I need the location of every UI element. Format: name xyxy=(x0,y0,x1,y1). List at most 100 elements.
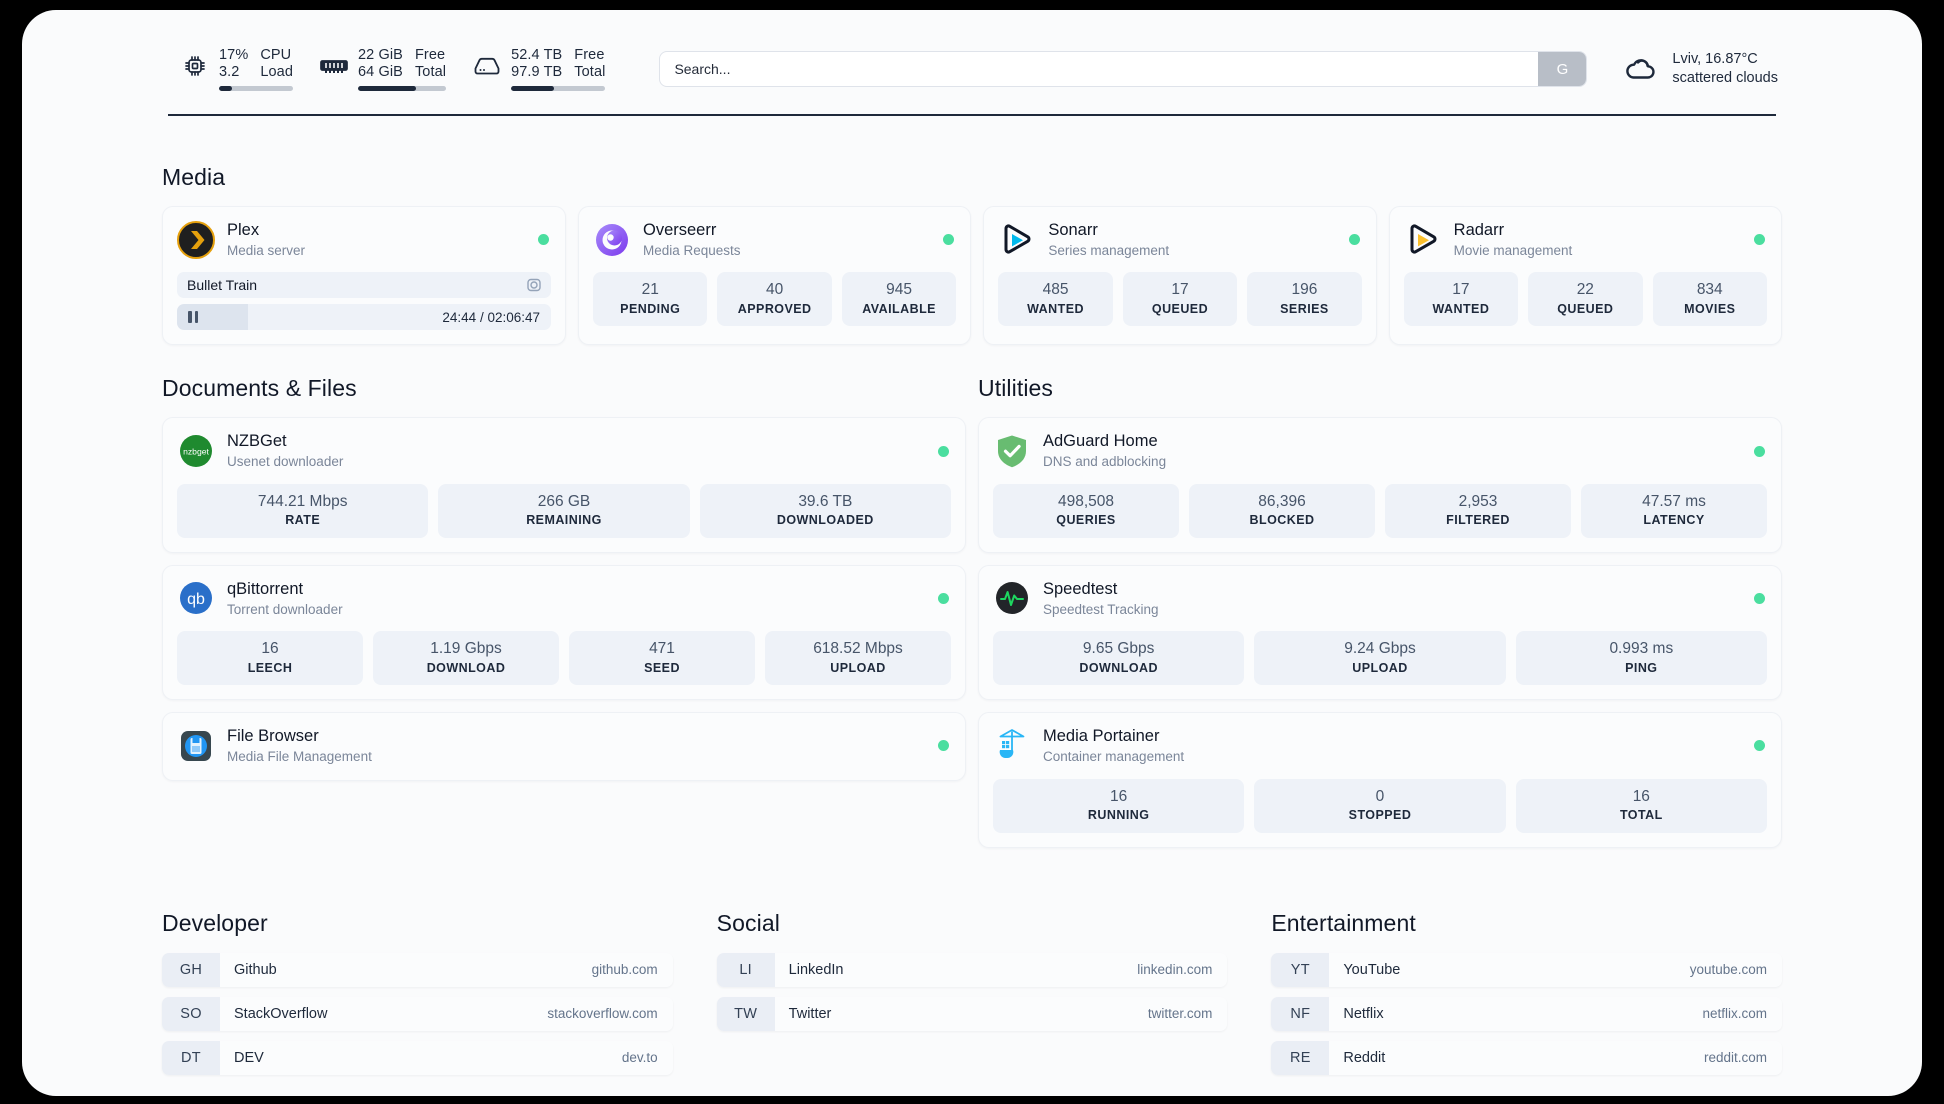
card-header: Overseerr Media Requests xyxy=(593,220,956,259)
card-header: AdGuard Home DNS and adblocking xyxy=(993,431,1767,470)
search-input[interactable] xyxy=(659,51,1588,87)
stat-tile[interactable]: 0 STOPPED xyxy=(1254,778,1506,833)
stat-tile-label: RUNNING xyxy=(1087,807,1150,822)
stat-tile-label: LEECH xyxy=(247,660,293,675)
stat-label-secondary: Total xyxy=(414,64,447,80)
stat-label-secondary: Total xyxy=(574,64,606,80)
stat-tile-label: UPLOAD xyxy=(1352,660,1408,675)
service-card-file-browser[interactable]: File Browser Media File Management xyxy=(162,712,966,781)
stat-tile-value: 16 xyxy=(1632,787,1650,805)
service-card-overseerr[interactable]: Overseerr Media Requests 21 PENDING 40 APPROV… xyxy=(578,206,972,346)
bookmark-list: LI LinkedIn linkedin.com TW Twitter twitter.c… xyxy=(716,952,1228,1031)
service-subtitle: Series management xyxy=(1048,243,1170,259)
status-badge xyxy=(1753,234,1765,246)
stat-tile[interactable]: 40 APPROVED xyxy=(717,272,832,327)
bookmark-item[interactable]: SO StackOverflow stackoverflow.com xyxy=(162,996,673,1031)
service-card-nzbget[interactable]: nzbget NZBGet Usenet downloader 744.21 Mbps… xyxy=(162,417,966,553)
stat-tile[interactable]: 16 LEECH xyxy=(177,631,363,686)
documents-utilities-row: Documents & Files nzbget NZBGet Usenet dow… xyxy=(162,375,1782,848)
stat-tile[interactable]: 266 GB REMAINING xyxy=(438,483,690,538)
bookmark-url: netflix.com xyxy=(1702,1006,1768,1021)
documents-section-title: Documents & Files xyxy=(162,375,357,402)
stat-tile-label: WANTED xyxy=(1027,301,1084,316)
search-submit-button[interactable]: G xyxy=(1538,52,1587,86)
stat-tile[interactable]: 22 QUEUED xyxy=(1528,272,1643,327)
stat-tile-value: 9.65 Gbps xyxy=(1082,640,1155,658)
stat-tile-label: TOTAL xyxy=(1619,807,1663,822)
stat-tile-value: 9.24 Gbps xyxy=(1344,640,1416,658)
stat-tile-label: DOWNLOAD xyxy=(1079,660,1158,675)
media-section-title: Media xyxy=(162,164,226,190)
nzbget-icon: nzbget xyxy=(177,432,215,470)
service-card-adguard-home[interactable]: AdGuard Home DNS and adblocking 498,508 QUE… xyxy=(978,417,1782,553)
stat-tile-value: 17 xyxy=(1171,281,1189,299)
stat-tile-label: SEED xyxy=(644,660,680,675)
pause-icon[interactable] xyxy=(188,311,198,324)
status-badge xyxy=(938,592,949,604)
playback-time: 24:44 / 02:06:47 xyxy=(442,309,540,325)
cast-icon[interactable] xyxy=(526,277,542,298)
stat-tile[interactable]: 47.57 ms LATENCY xyxy=(1581,483,1767,538)
service-card-speedtest[interactable]: Speedtest Speedtest Tracking 9.65 Gbps DOWN… xyxy=(978,564,1782,701)
bookmark-url: reddit.com xyxy=(1703,1050,1768,1065)
stat-label-primary: CPU xyxy=(260,46,292,63)
stat-tile[interactable]: 21 PENDING xyxy=(593,272,708,327)
search-bar[interactable]: G xyxy=(659,51,1588,87)
stat-tile-value: 471 xyxy=(649,640,675,658)
stat-tile[interactable]: 744.21 Mbps RATE xyxy=(177,483,429,538)
stat-tile[interactable]: 196 SERIES xyxy=(1247,272,1362,327)
service-card-media-portainer[interactable]: Media Portainer Container management 16 RUN… xyxy=(978,712,1782,848)
stat-tile[interactable]: 39.6 TB DOWNLOADED xyxy=(699,483,951,538)
bookmark-item[interactable]: GH Github github.com xyxy=(162,952,673,987)
service-card-radarr[interactable]: Radarr Movie management 17 WANTED 22 QUEUED 83… xyxy=(1388,206,1782,346)
weather-condition: scattered clouds xyxy=(1672,70,1778,86)
stat-tile[interactable]: 945 AVAILABLE xyxy=(841,272,957,327)
service-name: File Browser xyxy=(227,727,319,746)
stat-progress-bar xyxy=(358,86,447,92)
stat-tile-value: 16 xyxy=(1110,787,1128,805)
bookmark-abbr: GH xyxy=(179,961,203,978)
stat-tile-value: 618.52 Mbps xyxy=(813,640,903,658)
svg-text:qb: qb xyxy=(187,591,205,608)
media-section: Media Plex Media server xyxy=(162,164,1782,346)
stat-tile[interactable]: 9.65 Gbps DOWNLOAD xyxy=(993,631,1245,686)
weather-location-temp: Lviv, 16.87°C xyxy=(1672,51,1758,68)
stat-tile[interactable]: 618.52 Mbps UPLOAD xyxy=(765,631,951,686)
bookmark-item[interactable]: RE Reddit reddit.com xyxy=(1271,1040,1783,1075)
stat-tile[interactable]: 834 MOVIES xyxy=(1652,272,1767,327)
stat-tile[interactable]: 2,953 FILTERED xyxy=(1385,483,1571,538)
stat-tile[interactable]: 17 WANTED xyxy=(1403,272,1519,327)
stat-tile-value: 21 xyxy=(641,281,659,299)
service-card-plex[interactable]: Plex Media server Bullet Train xyxy=(162,206,566,346)
stat-tile[interactable]: 16 TOTAL xyxy=(1515,778,1767,833)
bookmark-item[interactable]: YT YouTube youtube.com xyxy=(1271,952,1783,987)
service-stats: 9.65 Gbps DOWNLOAD 9.24 Gbps UPLOAD 0.993 ms… xyxy=(993,631,1767,686)
service-stats: 744.21 Mbps RATE 266 GB REMAINING 39.6 TB DOW… xyxy=(177,483,951,538)
stat-tile[interactable]: 498,508 QUERIES xyxy=(993,483,1179,538)
bookmark-group-social: Social LI LinkedIn linkedin.com TW Twitter twi… xyxy=(716,910,1228,1075)
stat-tile[interactable]: 16 RUNNING xyxy=(993,778,1245,833)
service-stats: 16 RUNNING 0 STOPPED 16 TOTAL xyxy=(993,778,1767,833)
stat-tile[interactable]: 471 SEED xyxy=(569,631,755,686)
stat-tile[interactable]: 1.19 Gbps DOWNLOAD xyxy=(373,631,559,686)
status-badge xyxy=(1754,592,1765,604)
stat-tile-value: 196 xyxy=(1291,281,1318,299)
stat-tile[interactable]: 0.993 ms PING xyxy=(1515,631,1767,686)
service-subtitle: DNS and adblocking xyxy=(1043,454,1167,470)
top-bar: 17% 3.2 CPU Load 22 GiB 64 GiB Free Total 52.4 T… xyxy=(162,10,1782,106)
bookmark-item[interactable]: DT DEV dev.to xyxy=(162,1040,673,1075)
stat-tile[interactable]: 485 WANTED xyxy=(998,272,1113,327)
bookmark-item[interactable]: LI LinkedIn linkedin.com xyxy=(716,952,1228,987)
stat-tile[interactable]: 86,396 BLOCKED xyxy=(1189,483,1375,538)
stat-tile[interactable]: 17 QUEUED xyxy=(1122,272,1238,327)
sonarr-icon xyxy=(998,221,1036,259)
bookmark-item[interactable]: TW Twitter twitter.com xyxy=(716,996,1228,1031)
bookmark-item[interactable]: NF Netflix netflix.com xyxy=(1271,996,1783,1031)
stat-tile-label: WANTED xyxy=(1432,301,1490,316)
stat-tile[interactable]: 9.24 Gbps UPLOAD xyxy=(1254,631,1506,686)
speedtest-icon xyxy=(993,579,1031,617)
service-card-qbittorrent[interactable]: qb qBittorrent Torrent downloader 16 LEECH 1.… xyxy=(162,564,966,701)
stat-tile-label: PING xyxy=(1625,660,1658,675)
service-card-sonarr[interactable]: Sonarr Series management 485 WANTED 17 QUEUED… xyxy=(983,206,1377,346)
playback-progress[interactable]: 24:44 / 02:06:47 xyxy=(177,304,551,331)
